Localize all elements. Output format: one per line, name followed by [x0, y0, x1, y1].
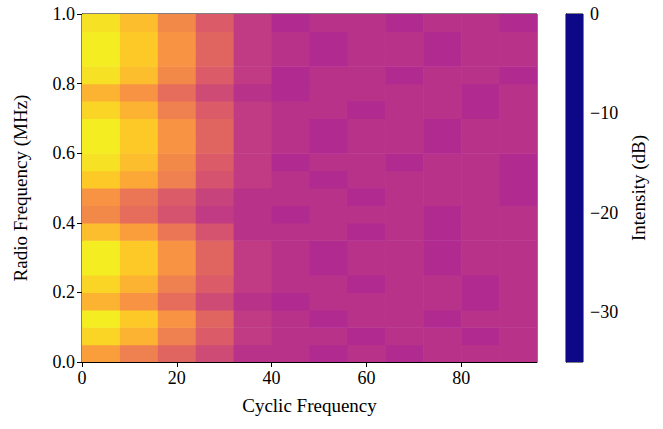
svg-text:−20: −20 [590, 203, 618, 223]
svg-text:Cyclic Frequency: Cyclic Frequency [242, 395, 377, 416]
svg-text:20: 20 [168, 368, 186, 388]
svg-text:1.0: 1.0 [53, 4, 76, 24]
svg-text:0.2: 0.2 [53, 282, 76, 302]
svg-text:−10: −10 [590, 103, 618, 123]
svg-text:80: 80 [452, 368, 470, 388]
svg-text:0.0: 0.0 [53, 352, 76, 372]
svg-text:0.4: 0.4 [53, 213, 76, 233]
svg-text:0: 0 [78, 368, 87, 388]
svg-text:Intensity (dB): Intensity (dB) [628, 135, 650, 241]
svg-text:60: 60 [357, 368, 375, 388]
svg-text:0.6: 0.6 [53, 143, 76, 163]
svg-text:0.8: 0.8 [53, 74, 76, 94]
svg-text:−30: −30 [590, 302, 618, 322]
svg-text:0: 0 [590, 4, 599, 24]
svg-text:Radio Frequency (MHz): Radio Frequency (MHz) [10, 95, 32, 282]
svg-text:40: 40 [263, 368, 281, 388]
